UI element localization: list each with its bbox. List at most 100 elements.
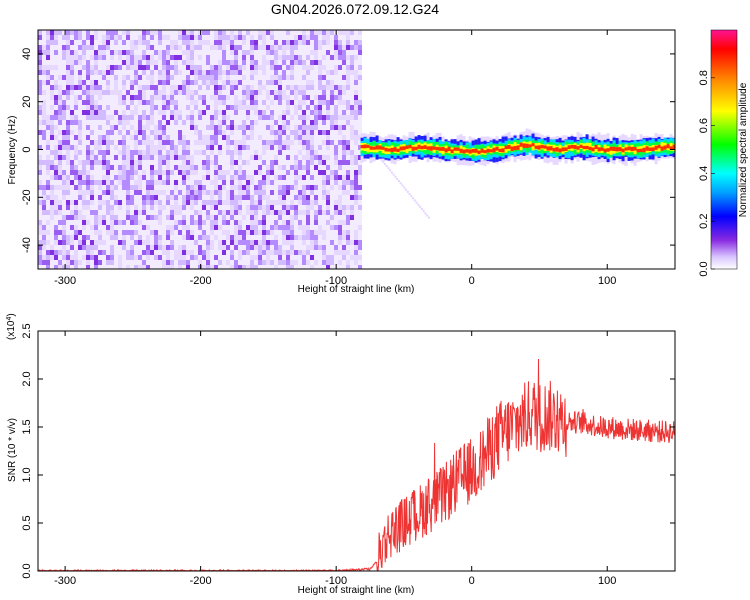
heatmap-cell [242,180,246,185]
heatmap-cell [130,55,134,60]
heatmap-cell [74,105,78,110]
heatmap-cell [106,185,110,190]
heatmap-cell [322,55,326,60]
heatmap-cell [358,150,362,155]
heatmap-cell [94,235,98,240]
heatmap-cell [174,100,178,105]
heatmap-cell [102,140,106,145]
heatmap-cell [102,105,106,110]
heatmap-cell [138,130,142,135]
heatmap-cell [310,170,314,175]
heatmap-cell [190,215,194,220]
heatmap-cell [246,115,250,120]
heatmap-cell [314,55,318,60]
heatmap-cell [90,30,94,35]
heatmap-cell [306,85,310,90]
heatmap-cell [270,240,274,245]
heatmap-cell [54,205,58,210]
heatmap-cell [106,75,110,80]
heatmap-cell [358,140,362,145]
heatmap-cell [82,95,86,100]
heatmap-cell [118,30,122,35]
heatmap-cell [358,190,362,195]
heatmap-cell [338,35,342,40]
heatmap-cell [126,170,130,175]
heatmap-cell [58,45,62,50]
heatmap-cell [42,245,46,250]
heatmap-cell [338,205,342,210]
heatmap-cell [330,225,334,230]
heatmap-cell [266,145,270,150]
heatmap-cell [270,95,274,100]
heatmap-cell [262,265,266,269]
heatmap-cell [106,150,110,155]
heatmap-cell [198,145,202,150]
heatmap-cell [330,105,334,110]
heatmap-cell [70,255,74,260]
heatmap-cell [310,250,314,255]
heatmap-cell [226,175,230,180]
heatmap-cell [146,120,150,125]
heatmap-cell [158,130,162,135]
heatmap-cell [314,255,318,260]
heatmap-cell [138,260,142,265]
heatmap-cell [230,80,234,85]
heatmap-cell [274,95,278,100]
heatmap-cell [130,50,134,55]
heatmap-cell [206,230,210,235]
heatmap-cell [294,255,298,260]
heatmap-cell [130,75,134,80]
heatmap-cell [142,70,146,75]
heatmap-cell [190,210,194,215]
heatmap-cell [250,265,254,269]
heatmap-cell [186,105,190,110]
heatmap-cell [210,150,214,155]
heatmap-cell [110,80,114,85]
heatmap-cell [38,70,42,75]
heatmap-cell [314,165,318,170]
heatmap-cell [42,180,46,185]
heatmap-cell [222,260,226,265]
heatmap-cell [182,110,186,115]
heatmap-cell [334,155,338,160]
heatmap-cell [322,215,326,220]
heatmap-cell [246,95,250,100]
heatmap-cell [218,95,222,100]
heatmap-cell [306,35,310,40]
heatmap-cell [214,210,218,215]
heatmap-cell [122,35,126,40]
heatmap-cell [278,70,282,75]
heatmap-cell [162,255,166,260]
heatmap-cell [82,235,86,240]
heatmap-cell [138,250,142,255]
heatmap-cell [62,100,66,105]
heatmap-cell [294,60,298,65]
heatmap-cell [66,100,70,105]
heatmap-cell [42,80,46,85]
heatmap-cell [310,90,314,95]
heatmap-cell [358,110,362,115]
heatmap-cell [142,110,146,115]
heatmap-cell [126,150,130,155]
heatmap-cell [254,235,258,240]
heatmap-cell [274,210,278,215]
heatmap-cell [182,80,186,85]
heatmap-cell [282,235,286,240]
heatmap-cell [238,135,242,140]
heatmap-cell [258,175,262,180]
heatmap-cell [230,245,234,250]
heatmap-cell [42,75,46,80]
heatmap-cell [262,145,266,150]
heatmap-cell [130,190,134,195]
heatmap-cell [230,125,234,130]
heatmap-cell [310,45,314,50]
heatmap-cell [298,85,302,90]
heatmap-cell [102,210,106,215]
heatmap-cell [186,175,190,180]
heatmap-cell [50,60,54,65]
heatmap-cell [334,255,338,260]
heatmap-cell [110,40,114,45]
heatmap-cell [318,175,322,180]
heatmap-cell [338,175,342,180]
heatmap-cell [158,55,162,60]
